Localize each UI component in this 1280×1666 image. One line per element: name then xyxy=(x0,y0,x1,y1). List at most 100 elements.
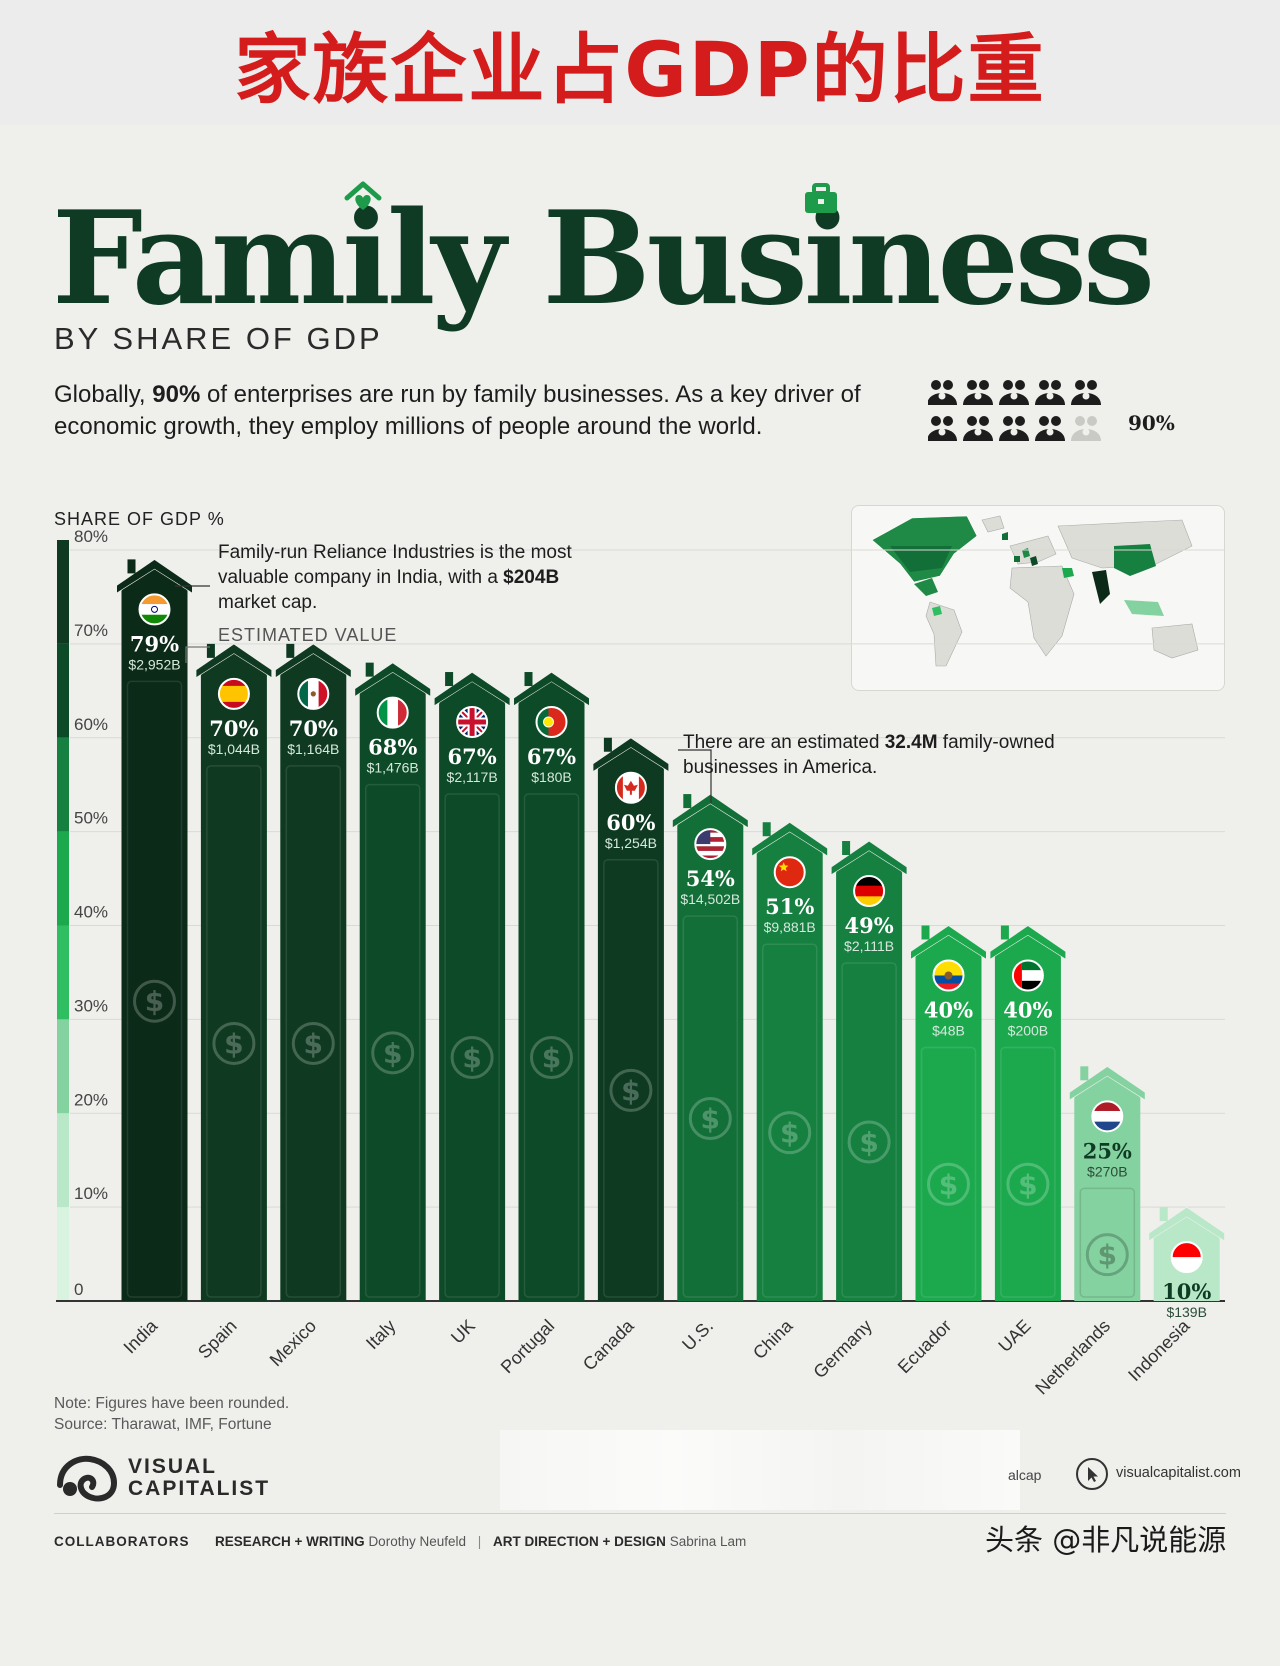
dollar-icon xyxy=(1006,1162,1050,1206)
people-icon-grid xyxy=(928,377,1118,447)
x-category-label: China xyxy=(749,1315,797,1363)
scale-segment xyxy=(57,540,69,644)
dollar-icon xyxy=(212,1021,256,1065)
bar xyxy=(518,698,585,1301)
x-category-label: Ecuador xyxy=(894,1316,956,1378)
bar-us: 54%$14,502B $ U.S. xyxy=(671,793,749,1355)
dollar-icon xyxy=(291,1021,335,1065)
svg-text:$: $ xyxy=(780,1117,799,1150)
bar-estimated-value: $48B xyxy=(932,1023,965,1039)
bar-italy: 68%$1,476B $ Italy xyxy=(354,662,432,1353)
visual-capitalist-logo: VISUAL CAPITALIST xyxy=(54,1453,270,1503)
bar-value-label: 40% xyxy=(924,998,973,1023)
scale-segment xyxy=(57,1113,69,1208)
scale-segment xyxy=(57,925,69,1020)
person-icon xyxy=(1071,416,1101,441)
svg-text:$: $ xyxy=(1098,1239,1117,1272)
x-category-label: Canada xyxy=(579,1315,638,1374)
x-category-label: UAE xyxy=(994,1316,1034,1356)
source-text: Source: Tharawat, IMF, Fortune xyxy=(54,1416,272,1433)
y-tick-label: 50% xyxy=(74,809,108,828)
canada-flag-icon xyxy=(615,772,646,803)
scale-segment xyxy=(57,737,69,832)
y-tick-label: 30% xyxy=(74,996,108,1015)
bar-value-label: 51% xyxy=(765,894,814,919)
bar xyxy=(836,867,903,1301)
bar xyxy=(597,763,664,1301)
estimated-value-label: ESTIMATED VALUE xyxy=(218,625,398,645)
bar xyxy=(994,951,1061,1301)
collaborators-line: COLLABORATORS RESEARCH + WRITING Dorothy… xyxy=(54,1534,747,1549)
us-annotation-leader-line xyxy=(678,749,712,803)
bar xyxy=(915,951,982,1301)
people-percent-label: 90% xyxy=(1128,411,1175,435)
bar-value-label: 70% xyxy=(209,716,258,741)
bar-value-label: 54% xyxy=(686,866,735,891)
briefcase-icon xyxy=(805,183,837,213)
person-icon xyxy=(963,416,993,441)
bar-value-label: 40% xyxy=(1003,998,1052,1023)
bar-roof xyxy=(751,821,829,858)
dollar-icon xyxy=(1085,1233,1129,1277)
bar-roof xyxy=(433,671,511,707)
y-tick-label: 60% xyxy=(74,715,108,734)
svg-text:$: $ xyxy=(462,1042,481,1075)
person-icon xyxy=(963,380,993,405)
website-link[interactable]: visualcapitalist.com xyxy=(1116,1465,1241,1481)
bar xyxy=(280,669,347,1301)
watermark: 头条 @非凡说能源 xyxy=(985,1523,1227,1557)
scale-segment xyxy=(57,1207,69,1301)
bar xyxy=(677,820,744,1301)
bar-value-label: 67% xyxy=(448,744,497,769)
x-category-label: Indonesia xyxy=(1124,1315,1194,1385)
ecuador-flag-icon xyxy=(933,960,964,991)
dollar-icon xyxy=(927,1162,970,1206)
cursor-icon xyxy=(1076,1458,1108,1490)
bar-ecuador: 40%$48B $ Ecuador xyxy=(894,924,987,1378)
person-icon xyxy=(999,416,1029,441)
x-category-label: Spain xyxy=(194,1316,241,1363)
svg-text:$: $ xyxy=(383,1037,402,1070)
bar-uae: 40%$200B $ UAE xyxy=(989,924,1067,1356)
bar xyxy=(359,688,426,1301)
svg-text:$: $ xyxy=(145,985,164,1018)
svg-text:$: $ xyxy=(1018,1168,1037,1201)
note-text: Note: Figures have been rounded. xyxy=(54,1395,290,1412)
main-title: Family Business xyxy=(52,184,1155,334)
bar-estimated-value: $270B xyxy=(1087,1163,1127,1179)
bar xyxy=(439,698,506,1301)
person-icon xyxy=(928,380,957,405)
bar-estimated-value: $14,502B xyxy=(680,891,740,907)
bar-mexico: 70%$1,164B $ Mexico xyxy=(266,643,352,1370)
bar-estimated-value: $2,952B xyxy=(128,656,180,672)
svg-text:$: $ xyxy=(542,1042,561,1075)
banner: 家族企业占GDP的比重 xyxy=(0,0,1280,125)
x-category-label: Mexico xyxy=(266,1316,320,1370)
bar xyxy=(121,585,188,1301)
dollar-icon xyxy=(688,1097,732,1141)
svg-text:$: $ xyxy=(224,1027,243,1060)
banner-title: 家族企业占GDP的比重 xyxy=(234,24,1046,114)
vc-logo-icon xyxy=(57,1455,118,1502)
dollar-icon xyxy=(133,979,176,1023)
bar-germany: 49%$2,111B $ Germany xyxy=(809,840,908,1382)
y-tick-label: 80% xyxy=(74,527,108,546)
india-flag-icon xyxy=(139,594,170,625)
intro-text: Globally, 90% of enterprises are run by … xyxy=(54,381,861,440)
person-icon xyxy=(1071,380,1101,405)
person-icon xyxy=(1035,416,1065,441)
bar-value-label: 79% xyxy=(130,631,179,656)
svg-text:$: $ xyxy=(701,1103,720,1136)
bar-portugal: 67%$180B $ Portugal xyxy=(497,671,590,1377)
bar-estimated-value: $9,881B xyxy=(764,919,816,935)
bar-value-label: 67% xyxy=(527,744,576,769)
bar-estimated-value: $1,044B xyxy=(208,741,260,757)
x-category-label: Netherlands xyxy=(1031,1316,1114,1399)
x-category-label: Germany xyxy=(809,1316,875,1382)
dollar-icon xyxy=(847,1120,891,1164)
svg-text:$: $ xyxy=(859,1126,878,1159)
house-heart-icon xyxy=(344,181,382,210)
person-icon xyxy=(1035,380,1065,405)
bar-estimated-value: $1,476B xyxy=(367,760,419,776)
person-icon xyxy=(928,416,957,441)
